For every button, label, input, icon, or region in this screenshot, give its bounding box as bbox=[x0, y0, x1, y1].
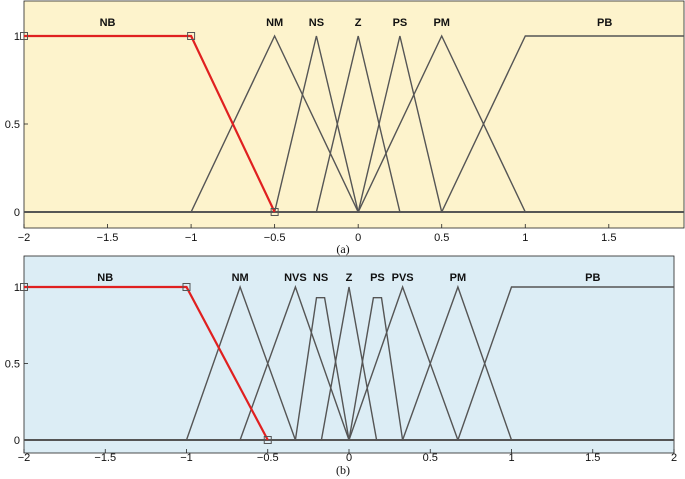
figure-caption: (a) bbox=[336, 242, 349, 256]
legend-label-pb: PB bbox=[597, 17, 612, 29]
x-tick-label: 1 bbox=[508, 452, 514, 464]
x-tick-label: −0.5 bbox=[264, 232, 286, 244]
legend-label-ps: PS bbox=[393, 17, 408, 29]
x-tick-label: −1.5 bbox=[94, 452, 116, 464]
chart-panel-a: 0 0.5 1 −2 −1.5 −1 −0.5 0 0.5 1 1.5 NM NS Z PS PM PB NB (a… bbox=[5, 0, 685, 256]
y-tick-label: 0 bbox=[14, 435, 20, 447]
legend-label-pvs: PVS bbox=[392, 272, 414, 284]
series-line-pb bbox=[24, 286, 674, 441]
legend-label-z: Z bbox=[355, 17, 362, 29]
x-tick-label: 0 bbox=[355, 232, 361, 244]
y-tick-label: 1 bbox=[14, 282, 20, 294]
legend-label-pb: PB bbox=[585, 272, 600, 284]
y-tick-label: 0 bbox=[14, 207, 20, 219]
vertex-handle[interactable] bbox=[263, 436, 272, 444]
legend-label-nm: NM bbox=[232, 272, 249, 284]
series-line-pb bbox=[24, 35, 684, 213]
series-line-nb[interactable] bbox=[24, 285, 269, 441]
plot-area bbox=[23, 255, 675, 454]
x-tick-label: 2 bbox=[671, 452, 677, 464]
legend-label-ns: NS bbox=[313, 272, 328, 284]
x-tick-label: 1.5 bbox=[585, 452, 600, 464]
legend-label-nm: NM bbox=[266, 17, 283, 29]
legend-label-nvs: NVS bbox=[284, 272, 307, 284]
x-tick-label: −1.5 bbox=[97, 232, 119, 244]
x-tick-label: 0.5 bbox=[423, 452, 438, 464]
legend-label-pm: PM bbox=[450, 272, 467, 284]
legend-label-ps: PS bbox=[370, 272, 385, 284]
x-tick-label: −2 bbox=[18, 452, 31, 464]
y-tick-label: 1 bbox=[14, 31, 20, 43]
vertex-handle[interactable] bbox=[270, 208, 279, 216]
legend-label-pm: PM bbox=[433, 17, 450, 29]
y-tick-label: 0.5 bbox=[5, 359, 20, 371]
x-tick-label: −0.5 bbox=[257, 452, 279, 464]
x-tick-label: 1 bbox=[522, 232, 528, 244]
y-tick-label: 0.5 bbox=[5, 119, 20, 131]
legend-label-z: Z bbox=[346, 272, 353, 284]
figure-caption: (b) bbox=[336, 463, 350, 477]
vertex-handle[interactable] bbox=[182, 283, 191, 291]
x-tick-label: 0.5 bbox=[434, 232, 449, 244]
vertex-handle[interactable] bbox=[20, 32, 28, 40]
x-tick-label: 0 bbox=[346, 452, 352, 464]
x-tick-label: 1.5 bbox=[601, 232, 616, 244]
x-tick-label: −1 bbox=[180, 452, 193, 464]
x-tick-label: −2 bbox=[18, 232, 31, 244]
legend-label-ns: NS bbox=[309, 17, 324, 29]
series-line-nb[interactable] bbox=[24, 34, 276, 213]
legend-label-nb: NB bbox=[100, 17, 116, 29]
chart-panel-b: 0 0.5 1 −2 −1.5 −1 −0.5 0 0.5 1 1.5 2 NM NVS NS Z PS PVS P… bbox=[5, 255, 677, 477]
plot-area bbox=[23, 0, 685, 229]
vertex-handle[interactable] bbox=[187, 32, 196, 40]
x-tick-label: −1 bbox=[185, 232, 198, 244]
legend-label-nb: NB bbox=[97, 272, 113, 284]
vertex-handle[interactable] bbox=[20, 283, 28, 291]
